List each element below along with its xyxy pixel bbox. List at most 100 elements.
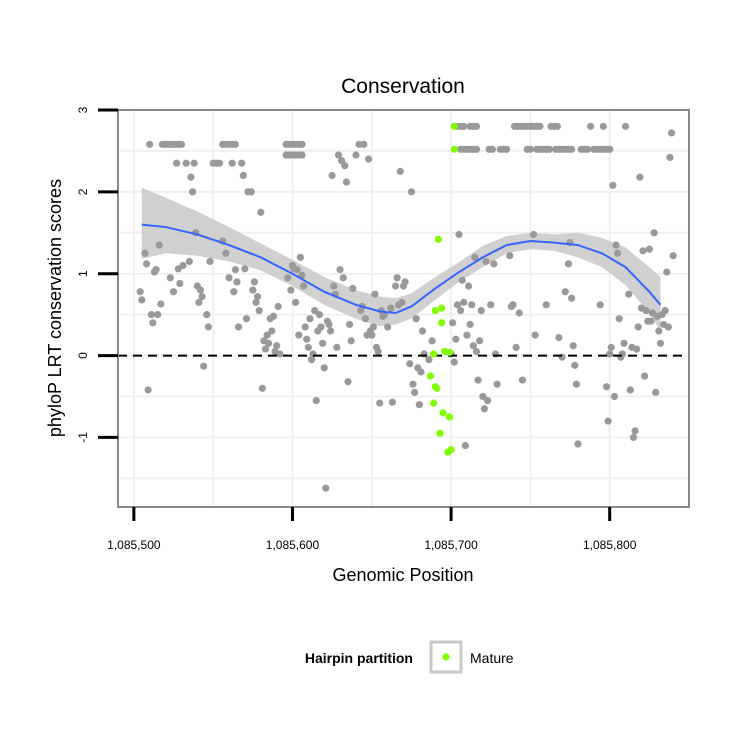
data-point [472,145,481,153]
data-point [667,129,676,137]
y-tick-label: 1 [76,270,90,277]
data-point [461,442,469,450]
data-point [634,323,642,331]
data-point [626,386,634,394]
data-point [293,266,301,274]
legend: Hairpin partition Mature [305,640,514,674]
data-point [361,315,370,323]
data-point [464,282,473,290]
data-point [198,293,206,301]
data-point [250,278,259,286]
data-point [222,249,230,257]
mature-data-point [437,319,446,327]
data-point [553,122,561,130]
mature-data-point [445,348,454,356]
data-point [182,159,190,167]
data-point [204,323,213,331]
data-point [450,358,458,366]
data-point [215,159,224,167]
data-point [650,229,658,237]
data-point [322,484,330,492]
smooth-trend-line [141,223,662,315]
x-axis: 1,085,500 1,085,600 1,085,700 1,085,800 [107,507,637,552]
y-tick-label: 3 [76,106,90,113]
data-point [195,298,203,306]
data-point [196,286,205,294]
data-point [177,140,186,148]
data-point [636,173,644,181]
data-point [234,323,243,331]
data-point [200,362,208,370]
data-point [261,345,270,353]
data-point [656,339,665,347]
plot-panel [117,109,690,508]
data-point [449,319,457,327]
mature-data-point [437,304,446,312]
data-point [411,388,419,397]
data-point [384,323,392,331]
data-point [568,294,576,302]
mature-data-point [426,372,435,380]
data-point [325,320,333,329]
data-point [401,278,409,286]
y-tick-label: -1 [76,432,90,443]
data-point [187,173,195,181]
data-point [241,265,249,273]
data-point [371,290,379,298]
data-point [620,339,628,347]
data-point [428,337,436,345]
data-point [334,151,343,159]
data-point [311,306,319,315]
data-point [388,398,396,406]
data-point [463,331,471,339]
data-point [298,151,306,159]
data-point [460,298,468,306]
data-point [483,396,492,405]
data-point [415,401,423,409]
data-point [320,364,328,372]
data-point [342,178,350,186]
data-point [299,282,308,290]
data-point [298,140,306,148]
data-point [418,327,427,335]
data-point [652,388,660,397]
data-point [412,315,420,323]
data-point [303,335,311,343]
data-point [141,249,149,257]
data-point [509,301,517,309]
data-point [292,298,300,306]
x-axis-title: Genomic Position [332,565,473,585]
data-point [253,293,262,301]
data-point [312,396,320,405]
data-point [545,145,554,153]
data-point [480,405,488,413]
data-point [369,323,377,331]
data-point [471,253,479,261]
data-point [268,327,276,335]
data-point [301,323,309,331]
data-point [604,417,612,425]
data-point [455,230,463,239]
mature-data-point [450,145,458,153]
data-point [574,440,582,448]
data-point [477,306,485,315]
data-point [596,301,604,309]
data-point [166,274,174,282]
data-point [249,286,257,294]
y-tick-label: 2 [76,188,90,195]
data-point [352,151,360,159]
data-point [569,342,577,350]
y-axis-title: phyloP LRT conservation scores [45,179,65,437]
data-point [173,159,181,167]
mature-data-point [436,429,444,437]
data-point [561,288,569,296]
data-point [257,208,265,216]
data-point [344,378,352,386]
data-point [238,159,246,167]
data-point [490,260,498,268]
data-point [571,361,579,369]
mature-data-point [439,409,447,417]
data-point [317,323,325,331]
data-point [225,274,233,282]
data-point [599,122,607,130]
